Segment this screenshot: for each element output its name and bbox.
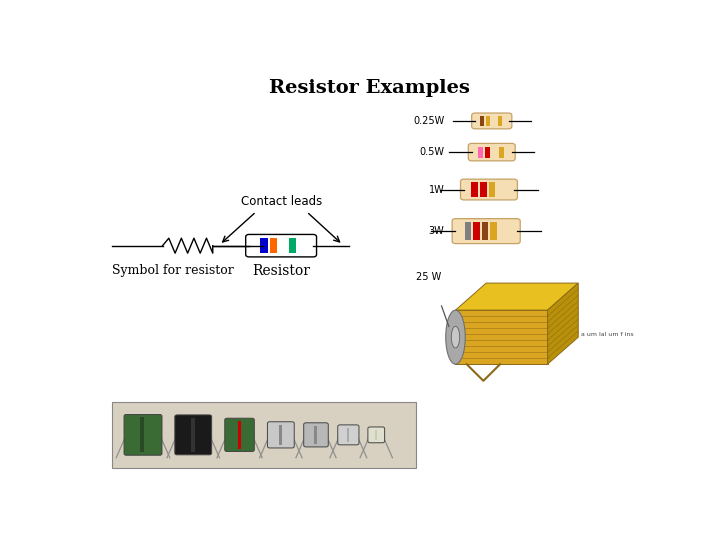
FancyBboxPatch shape [267, 422, 294, 448]
FancyBboxPatch shape [304, 423, 328, 447]
Text: 3W: 3W [428, 226, 444, 236]
Text: Symbol for resistor: Symbol for resistor [112, 265, 234, 278]
Bar [490, 222, 497, 240]
Bar [375, 430, 377, 440]
Text: 0.25W: 0.25W [413, 116, 444, 126]
Bar [347, 428, 349, 442]
Ellipse shape [446, 310, 465, 364]
Text: Resistor Examples: Resistor Examples [269, 79, 469, 97]
Bar [472, 183, 478, 197]
Bar [485, 147, 490, 158]
Bar [480, 116, 485, 125]
FancyBboxPatch shape [338, 425, 359, 445]
Bar [486, 116, 490, 125]
Text: 0.5W: 0.5W [419, 147, 444, 157]
Bar [464, 222, 471, 240]
Bar [498, 116, 502, 125]
Bar [489, 183, 495, 197]
FancyBboxPatch shape [368, 427, 384, 443]
Text: 25 W: 25 W [416, 272, 441, 282]
Bar [499, 222, 505, 240]
Text: 1W: 1W [428, 185, 444, 194]
FancyBboxPatch shape [472, 113, 512, 129]
Bar [238, 421, 240, 449]
Polygon shape [456, 283, 578, 310]
Bar [492, 147, 497, 158]
FancyBboxPatch shape [461, 179, 518, 200]
Bar [270, 238, 277, 253]
Bar [279, 424, 282, 445]
Bar [279, 238, 287, 253]
Text: Contact leads: Contact leads [240, 195, 322, 208]
Bar [477, 147, 483, 158]
FancyBboxPatch shape [175, 415, 212, 455]
FancyBboxPatch shape [225, 418, 254, 451]
FancyBboxPatch shape [246, 234, 317, 257]
Polygon shape [548, 283, 578, 364]
Bar [498, 183, 504, 197]
Bar [482, 222, 488, 240]
Text: Resistor: Resistor [252, 264, 310, 278]
Ellipse shape [451, 326, 459, 348]
Bar [289, 238, 297, 253]
FancyBboxPatch shape [124, 415, 162, 455]
Bar [480, 183, 487, 197]
Bar [315, 426, 317, 444]
FancyBboxPatch shape [452, 219, 521, 244]
Bar [112, 402, 416, 468]
Bar [191, 418, 194, 452]
Text: a um lal um f ins: a um lal um f ins [581, 332, 634, 337]
Bar [492, 116, 496, 125]
FancyBboxPatch shape [468, 144, 516, 161]
Bar [260, 238, 268, 253]
Polygon shape [456, 310, 548, 364]
Bar [473, 222, 480, 240]
Bar [140, 417, 144, 453]
Bar [499, 147, 504, 158]
